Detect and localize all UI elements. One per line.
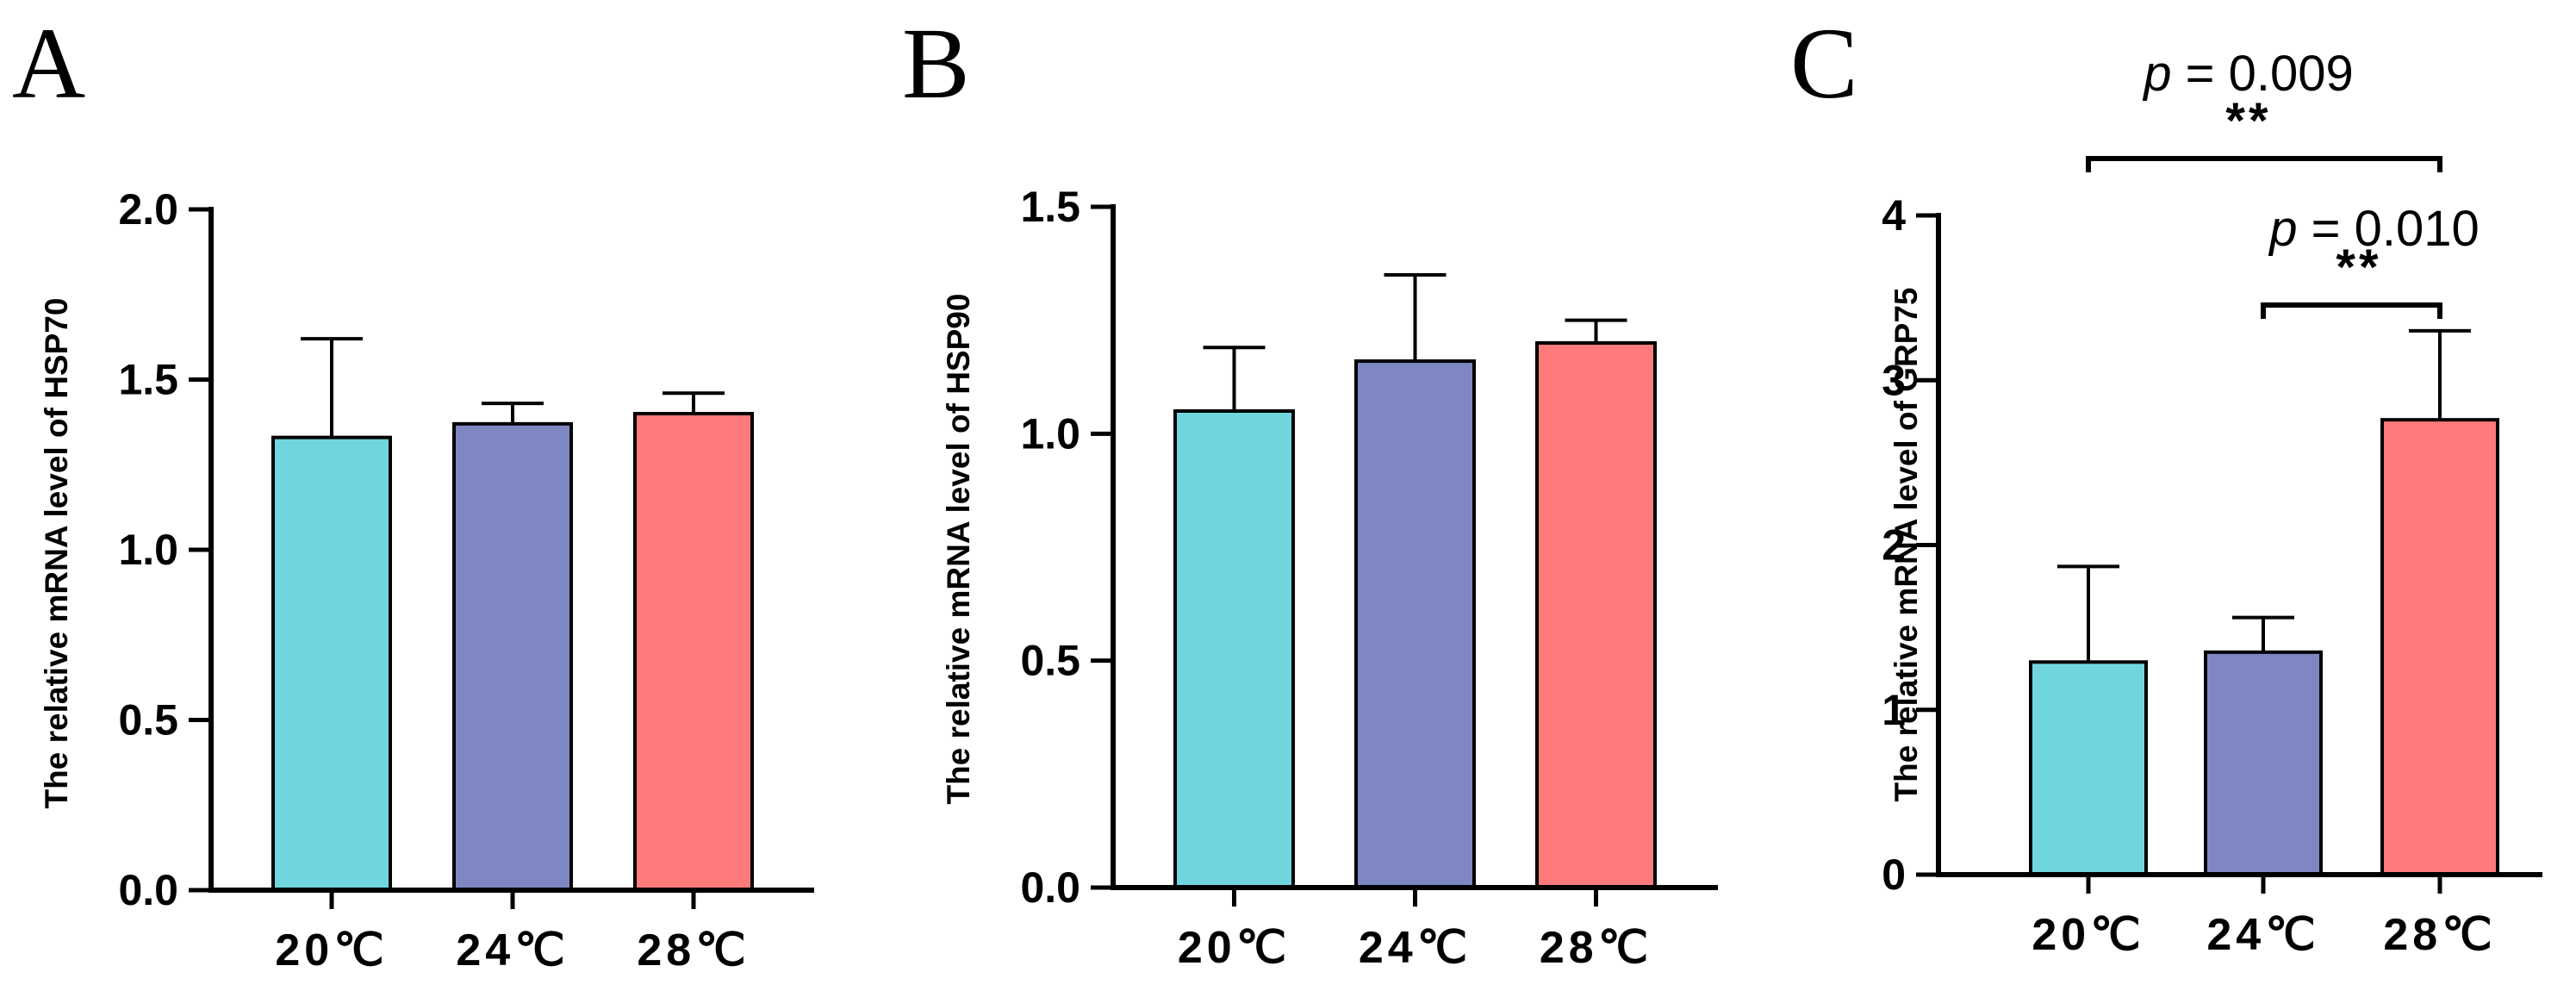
bracket-line [2261, 302, 2442, 319]
y-axis-label: The relative mRNA level of HSP90 [941, 294, 976, 805]
y-tick-label: 2 [1882, 521, 1906, 570]
y-tick-label: 0.0 [1020, 863, 1080, 912]
bracket-line [2086, 156, 2442, 172]
bar-2 [1354, 359, 1476, 890]
y-tick-label: 4 [1882, 191, 1906, 240]
x-tick-label: 28℃ [637, 925, 750, 975]
x-tick-label: 28℃ [2383, 910, 2496, 960]
panel-letter: A [12, 7, 85, 120]
x-tick-label: 20℃ [1178, 923, 1291, 973]
y-tick-label: 0.0 [118, 866, 178, 914]
p-symbol: p [2142, 46, 2171, 102]
y-tick-label: 0.5 [1020, 637, 1080, 685]
y-tick-label: 1.5 [1020, 183, 1080, 231]
bar-3 [633, 412, 754, 892]
significance-bracket: **p = 0.009 [2086, 46, 2442, 172]
bar-2 [2204, 650, 2323, 876]
significance-stars: ** [2336, 240, 2381, 296]
panel-b: B 20℃ 24℃ 28℃ 0.0 0.5 1.0 1.5 The relative mRNA … [902, 7, 1718, 973]
y-tick-label: 2.0 [118, 185, 178, 234]
bar-1 [271, 435, 392, 892]
significance-bracket: **p = 0.010 [2261, 201, 2480, 319]
y-tick-label: 1.0 [118, 526, 178, 574]
p-symbol: p [2268, 201, 2297, 257]
bar-1 [2029, 660, 2148, 876]
p-value-text: = 0.010 [2298, 201, 2480, 257]
x-tick-label: 24℃ [2206, 910, 2319, 960]
panel-letter: B [902, 7, 970, 120]
panel-a: A 20℃ 24℃ 28℃ 0.0 0.5 1.0 1.5 2.0 The relative mR… [12, 7, 814, 975]
x-tick-label: 20℃ [275, 925, 388, 975]
y-tick-label: 1.0 [1020, 409, 1080, 458]
y-tick-label: 3 [1882, 356, 1906, 404]
p-value-label: p = 0.010 [2268, 201, 2480, 257]
y-tick-label: 0.5 [118, 696, 178, 745]
bar-3 [1535, 341, 1657, 889]
panel-letter: C [1790, 7, 1858, 120]
x-tick-label: 28℃ [1540, 923, 1652, 973]
y-axis-label: The relative mRNA level of HSP70 [39, 298, 74, 809]
x-tick-label: 20℃ [2032, 910, 2144, 960]
bar-1 [1173, 409, 1295, 889]
bar-3 [2380, 418, 2499, 876]
significance-stars: ** [2225, 93, 2271, 149]
x-tick-label: 24℃ [1359, 923, 1472, 973]
x-tick-label: 24℃ [456, 925, 569, 975]
panel-c: C 20℃ 24℃ 28℃ 0 1 2 3 4 The relative mRNA level o… [1790, 7, 2542, 960]
y-tick-label: 1.5 [118, 356, 178, 404]
y-tick-label: 0 [1882, 851, 1906, 899]
y-axis-label: The relative mRNA level of GRP75 [1888, 287, 1924, 801]
bar-2 [452, 421, 573, 893]
y-tick-label: 1 [1882, 686, 1906, 734]
p-value-label: p = 0.009 [2142, 46, 2354, 102]
p-value-text: = 0.009 [2172, 46, 2354, 102]
